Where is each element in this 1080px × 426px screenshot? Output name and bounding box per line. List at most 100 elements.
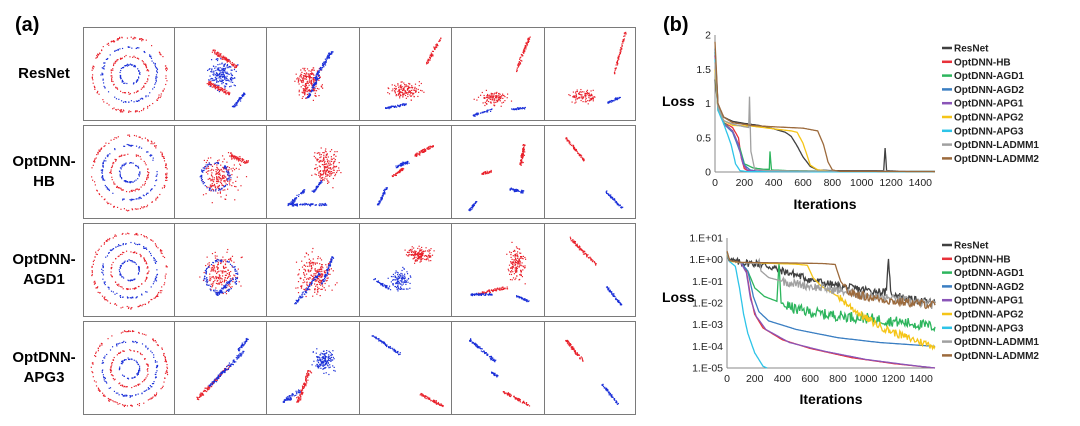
scatter-cell bbox=[83, 223, 175, 317]
scatter-plot bbox=[90, 330, 169, 408]
x-tick-label: 600 bbox=[794, 177, 812, 189]
legend-entry: ResNet bbox=[954, 241, 989, 252]
legend-entry: OptDNN-AGD1 bbox=[954, 268, 1024, 279]
row-label-line: APG3 bbox=[23, 369, 65, 386]
scatter-plot bbox=[469, 338, 531, 407]
scatter-cell bbox=[359, 27, 452, 121]
scatter-cell bbox=[359, 223, 452, 317]
row-label: OptDNN- HB bbox=[8, 152, 80, 192]
y-tick-label: 2 bbox=[705, 30, 711, 42]
scatter-cell bbox=[544, 27, 636, 121]
y-tick-label: 1.E-04 bbox=[692, 341, 723, 353]
x-tick-label: 200 bbox=[736, 177, 754, 189]
scatter-plot bbox=[569, 236, 623, 306]
series-line bbox=[726, 251, 935, 347]
x-tick-label: 800 bbox=[829, 373, 847, 385]
y-tick-label: 1.5 bbox=[696, 64, 711, 76]
y-tick-label: 0.5 bbox=[696, 132, 711, 144]
x-tick-label: 1400 bbox=[909, 373, 933, 385]
scatter-cell bbox=[83, 321, 175, 415]
legend-entry: OptDNN-LADMM2 bbox=[954, 351, 1039, 362]
series-line bbox=[714, 52, 936, 173]
panel-a-label: (a) bbox=[15, 14, 40, 36]
y-tick-label: 1.E-01 bbox=[692, 276, 723, 288]
legend-entry: OptDNN-LADMM2 bbox=[954, 154, 1039, 165]
series-line bbox=[714, 79, 935, 172]
y-tick-label: 1.E+00 bbox=[689, 254, 723, 266]
scatter-cell bbox=[83, 27, 175, 121]
legend-entry: OptDNN-APG3 bbox=[954, 126, 1024, 137]
legend-entry: OptDNN-LADMM1 bbox=[954, 337, 1039, 348]
legend-entry: OptDNN-APG3 bbox=[954, 323, 1024, 334]
series-line bbox=[726, 252, 936, 307]
series-line bbox=[714, 41, 935, 173]
row-label-line: AGD1 bbox=[23, 271, 65, 288]
x-tick-label: 200 bbox=[746, 373, 764, 385]
y-tick-label: 0 bbox=[705, 167, 711, 179]
scatter-plot bbox=[294, 51, 334, 101]
legend-entry: OptDNN-AGD2 bbox=[954, 85, 1024, 96]
y-tick-label: 1.E-03 bbox=[692, 319, 723, 331]
y-tick-label: 1.E-05 bbox=[692, 363, 723, 375]
series-line bbox=[726, 252, 768, 369]
row-label-line: HB bbox=[33, 173, 55, 190]
scatter-plot bbox=[199, 248, 243, 297]
scatter-cell bbox=[174, 27, 267, 121]
scatter-plot bbox=[282, 348, 336, 403]
scatter-plot bbox=[565, 339, 619, 405]
x-tick-label: 1200 bbox=[882, 373, 906, 385]
scatter-plot bbox=[294, 247, 338, 305]
scatter-cell bbox=[359, 321, 452, 415]
scatter-cell bbox=[544, 223, 636, 317]
series-line bbox=[714, 55, 935, 173]
x-tick-label: 400 bbox=[765, 177, 783, 189]
series-line bbox=[714, 55, 935, 173]
scatter-plot bbox=[91, 232, 168, 310]
series-line bbox=[726, 252, 936, 369]
scatter-cell bbox=[544, 125, 636, 219]
x-tick-label: 1400 bbox=[909, 177, 933, 189]
x-tick-label: 0 bbox=[712, 177, 718, 189]
scatter-plot bbox=[470, 241, 530, 303]
scatter-plot bbox=[373, 245, 435, 292]
series-line bbox=[726, 252, 936, 333]
y-tick-label: 1.E-02 bbox=[692, 298, 723, 310]
legend-entry: OptDNN-APG1 bbox=[954, 99, 1024, 110]
scatter-plot bbox=[468, 144, 526, 212]
legend-entry: OptDNN-HB bbox=[954, 254, 1011, 265]
x-axis-title: Iterations bbox=[793, 196, 856, 212]
scatter-cell bbox=[266, 223, 360, 317]
series-line bbox=[714, 48, 935, 173]
scatter-cell bbox=[451, 321, 545, 415]
series-line bbox=[714, 58, 935, 173]
scatter-plot bbox=[568, 31, 627, 105]
y-axis-title: Loss bbox=[662, 93, 695, 109]
scatter-plot bbox=[91, 134, 168, 212]
x-axis-title: Iterations bbox=[799, 391, 862, 407]
scatter-plot bbox=[385, 37, 442, 110]
scatter-cell bbox=[451, 27, 545, 121]
loss-chart-2: 1.E+01 1.E+00 1.E-01 1.E-02 1.E-03 1.E-04 1.E-… bbox=[662, 233, 1039, 408]
legend-entry: OptDNN-APG2 bbox=[954, 310, 1024, 321]
x-tick-label: 600 bbox=[801, 373, 819, 385]
x-tick-label: 1000 bbox=[854, 373, 878, 385]
scatter-cell bbox=[451, 223, 545, 317]
x-tick-label: 400 bbox=[774, 373, 792, 385]
scatter-plot bbox=[376, 145, 434, 206]
scatter-cell bbox=[359, 125, 452, 219]
scatter-cell bbox=[266, 125, 360, 219]
series-line bbox=[726, 252, 936, 369]
scatter-plot bbox=[371, 335, 444, 408]
x-tick-label: 1200 bbox=[879, 177, 903, 189]
row-label-line: OptDNN- bbox=[12, 153, 76, 170]
series-line bbox=[714, 62, 935, 172]
series-line bbox=[726, 252, 936, 310]
scatter-plot bbox=[206, 49, 246, 108]
legend-entry: ResNet bbox=[954, 44, 989, 55]
legend-entry: OptDNN-AGD2 bbox=[954, 282, 1024, 293]
row-label: OptDNN- AGD1 bbox=[8, 250, 80, 290]
scatter-plot bbox=[91, 36, 168, 113]
row-label-line: ResNet bbox=[18, 65, 70, 82]
legend-entry: OptDNN-HB bbox=[954, 57, 1011, 68]
legend-entry: OptDNN-AGD1 bbox=[954, 71, 1024, 82]
